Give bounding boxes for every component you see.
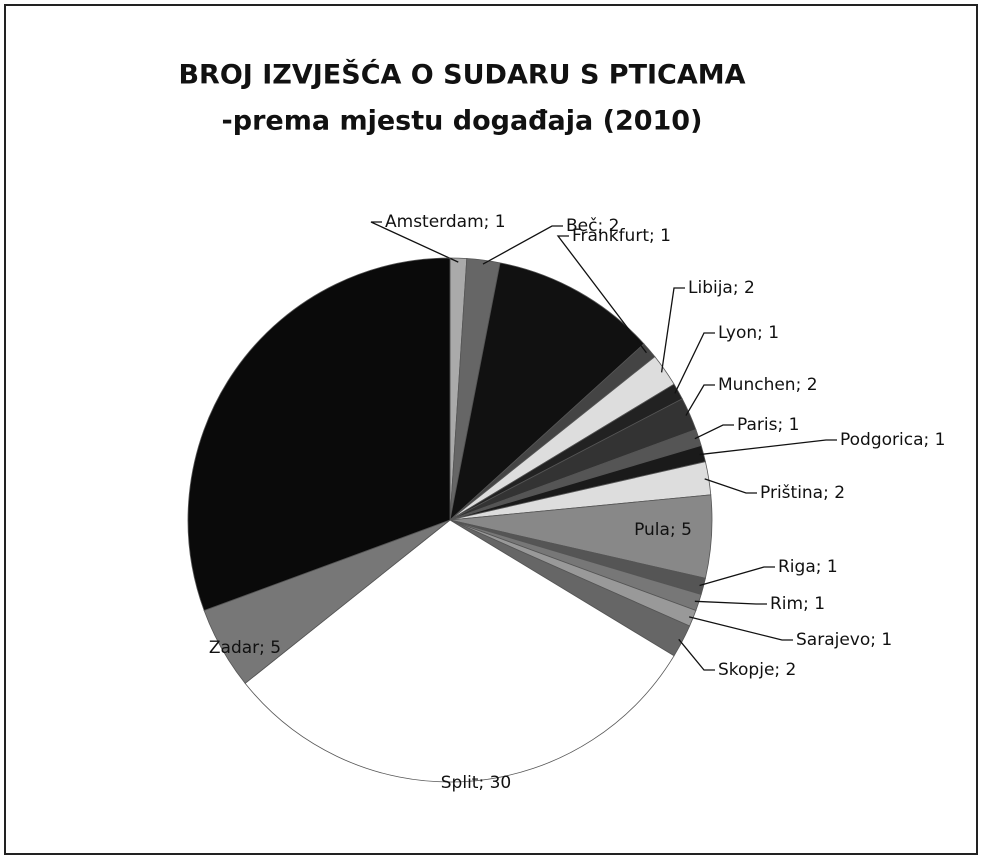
slice-label: Rim; 1 (770, 594, 825, 614)
leader-line (694, 424, 734, 440)
leader-line (556, 235, 647, 354)
slice-label: Munchen; 2 (718, 375, 818, 395)
leader-line (699, 439, 837, 456)
slice-label: Libija; 2 (688, 278, 755, 298)
slice-label: Podgorica; 1 (840, 430, 945, 450)
slice-label: Beč; 2 (566, 216, 619, 236)
slice-label: Priština; 2 (760, 483, 845, 503)
pie-slice (244, 519, 675, 783)
slice-label: Zadar; 5 (209, 638, 281, 658)
pie-slice (449, 262, 645, 522)
leader-line (699, 566, 775, 587)
leader-line (688, 616, 793, 641)
slice-label: Amsterdam; 1 (385, 212, 506, 232)
slice-label: Frankfurt; 1 (572, 226, 671, 246)
slice-label: Riga; 1 (778, 557, 838, 577)
chart-subtitle: -prema mjestu događaja (2010) (222, 106, 703, 137)
leader-line (694, 600, 767, 605)
slice-label: Lyon; 1 (718, 323, 779, 343)
leader-line (704, 478, 757, 494)
pie-slice (187, 257, 451, 611)
chart-title: BROJ IZVJEŠĆA O SUDARU S PTICAMA (178, 59, 745, 91)
slice-label: Pula; 5 (634, 520, 692, 540)
slice-label: Skopje; 2 (718, 660, 796, 680)
leader-line (678, 638, 715, 671)
leader-line (370, 221, 459, 263)
slice-label: Split; 30 (441, 773, 511, 793)
leader-line (660, 287, 685, 373)
leader-line (685, 384, 715, 416)
slice-label: Paris; 1 (737, 415, 799, 435)
leader-line (482, 225, 563, 265)
leader-line (674, 332, 715, 394)
slice-label: Sarajevo; 1 (796, 630, 892, 650)
